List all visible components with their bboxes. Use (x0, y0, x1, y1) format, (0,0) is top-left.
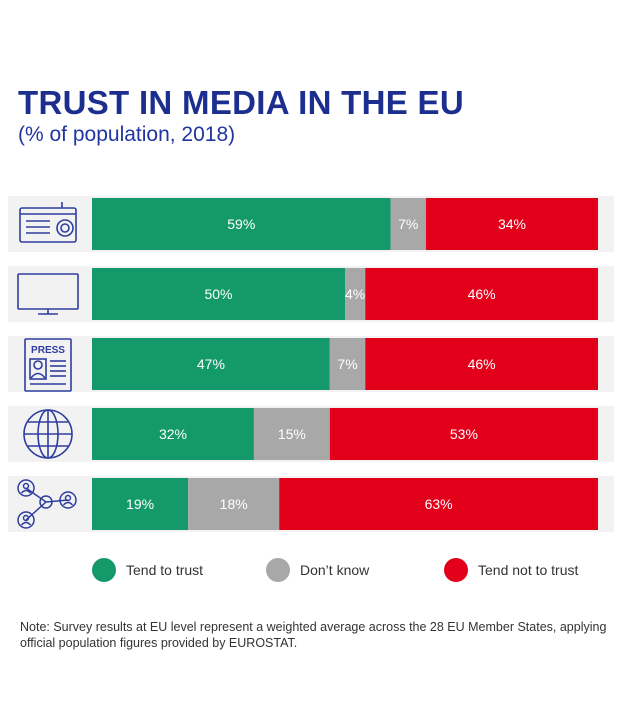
legend-label: Tend not to trust (478, 562, 579, 578)
press-icon: PRESS (24, 338, 72, 392)
chart-title: TRUST IN MEDIA IN THE EU (18, 84, 464, 121)
data-label: 34% (498, 216, 526, 232)
bar-segment (92, 198, 391, 250)
legend-swatch (266, 558, 290, 582)
legend-item: Tend to trust (92, 558, 203, 582)
legend-swatch (92, 558, 116, 582)
bar-row: PRESS 47% 7% 46% (8, 336, 614, 392)
bar-segment (345, 268, 366, 320)
legend-label: Tend to trust (126, 562, 203, 578)
bar-segment (390, 198, 426, 250)
data-label: 46% (468, 356, 496, 372)
bar-segment (92, 338, 330, 390)
data-label: 18% (220, 496, 248, 512)
legend-item: Don’t know (266, 558, 370, 582)
tv-icon (17, 273, 79, 315)
bar-row: 32% 15% 53% (8, 406, 614, 462)
data-label: 59% (227, 216, 255, 232)
data-label: 63% (425, 496, 453, 512)
data-label: 15% (278, 426, 306, 442)
bar-segment (188, 478, 280, 530)
chart-note: Note: Survey results at EU level represe… (20, 620, 607, 650)
data-label: 7% (337, 356, 357, 372)
internet-icon (23, 409, 73, 459)
bar-segment (365, 338, 598, 390)
bar-segment (253, 408, 330, 460)
bar-segment (92, 478, 189, 530)
bar-segment (329, 408, 598, 460)
data-label: 53% (450, 426, 478, 442)
bar-segment (92, 268, 345, 320)
data-label: 47% (197, 356, 225, 372)
bar-segment (425, 198, 598, 250)
press-icon-label: PRESS (31, 345, 65, 356)
radio-icon (19, 202, 77, 243)
bar-segment (365, 268, 598, 320)
bar-segment (329, 338, 366, 390)
data-label: 4% (345, 286, 365, 302)
bar-row: 19% 18% 63% (8, 476, 614, 532)
bar-segment (92, 408, 254, 460)
bar-segment (279, 478, 598, 530)
data-label: 46% (468, 286, 496, 302)
bar-row: 50% 4% 46% (8, 266, 614, 322)
chart-subtitle: (% of population, 2018) (18, 123, 236, 146)
data-label: 19% (126, 496, 154, 512)
data-label: 7% (398, 216, 418, 232)
data-label: 32% (159, 426, 187, 442)
social-network-icon (17, 479, 77, 529)
legend-item: Tend not to trust (444, 558, 579, 582)
data-label: 50% (204, 286, 232, 302)
legend-swatch (444, 558, 468, 582)
legend-label: Don’t know (300, 562, 370, 578)
stacked-bar-chart: 59% 7% 34% 50% 4% 46% PRESS 47% 7% 46% 32% 15% 53% 19… (8, 196, 614, 582)
bar-row: 59% 7% 34% (8, 196, 614, 252)
